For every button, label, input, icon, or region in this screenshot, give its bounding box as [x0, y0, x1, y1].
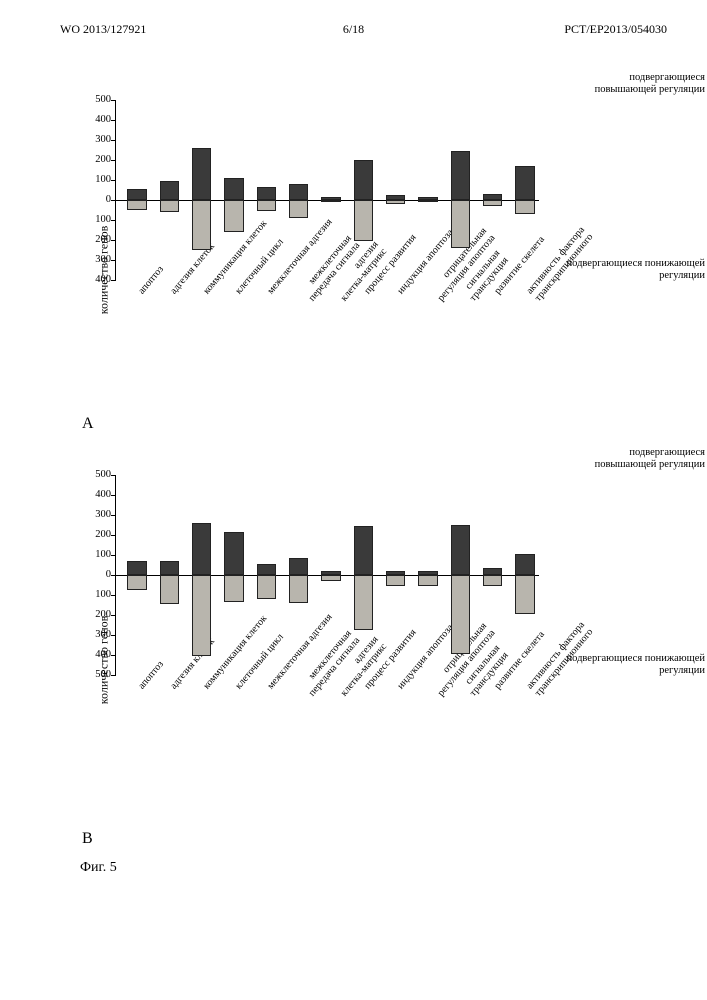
ytick-mark: [111, 120, 116, 121]
page-number: 6/18: [343, 22, 364, 37]
ytick-mark: [111, 475, 116, 476]
ytick-mark: [111, 635, 116, 636]
bar-up: [192, 148, 211, 200]
bar-up: [451, 525, 470, 575]
bar-down: [483, 575, 502, 586]
bar-up: [224, 178, 243, 200]
bar-down: [451, 575, 470, 654]
ytick-mark: [111, 495, 116, 496]
bar-up: [160, 561, 179, 575]
ytick: 100: [81, 215, 111, 226]
bar-down: [257, 200, 276, 211]
bar-up: [515, 166, 534, 200]
bar-down: [321, 575, 340, 581]
ytick-mark: [111, 280, 116, 281]
bar-up: [354, 160, 373, 200]
ytick-mark: [111, 160, 116, 161]
chart-area: 0100200300400500100200300400500апоптозад…: [115, 475, 535, 675]
ytick-mark: [111, 615, 116, 616]
bar-down: [386, 575, 405, 586]
bar-up: [289, 558, 308, 575]
ytick-mark: [111, 240, 116, 241]
bar-down: [418, 200, 437, 202]
ytick-mark: [111, 595, 116, 596]
ytick: 100: [81, 550, 111, 561]
x-category-label: апоптоз: [137, 265, 166, 297]
y-axis-label: количество генов: [97, 226, 112, 314]
bar-up: [224, 532, 243, 575]
ytick: 200: [81, 530, 111, 541]
bar-down: [257, 575, 276, 599]
ytick-mark: [111, 200, 116, 201]
bar-down: [127, 200, 146, 210]
ytick-mark: [111, 220, 116, 221]
figure-label: Фиг. 5: [80, 860, 117, 876]
ytick-mark: [111, 260, 116, 261]
y-axis-label: количество генов: [97, 616, 112, 704]
bar-up: [127, 561, 146, 575]
bar-down: [224, 200, 243, 232]
ytick-mark: [111, 535, 116, 536]
bar-up: [257, 187, 276, 200]
chart-panel-b: 0100200300400500100200300400500апоптозад…: [115, 475, 585, 845]
bar-up: [192, 523, 211, 575]
bar-up: [354, 526, 373, 575]
bar-down: [354, 575, 373, 630]
panel-letter-b: B: [82, 830, 93, 848]
ytick: 100: [81, 590, 111, 601]
ytick-mark: [111, 655, 116, 656]
ytick-mark: [111, 180, 116, 181]
ytick-mark: [111, 140, 116, 141]
legend-upregulated: подвергающиеся повышающей регуляции: [565, 447, 705, 471]
bar-up: [289, 184, 308, 200]
bar-down: [321, 200, 340, 202]
bar-up: [127, 189, 146, 200]
ytick: 300: [81, 135, 111, 146]
bar-down: [127, 575, 146, 590]
bar-up: [160, 181, 179, 200]
ytick: 400: [81, 115, 111, 126]
bar-up: [257, 564, 276, 575]
ytick-mark: [111, 100, 116, 101]
ytick: 400: [81, 490, 111, 501]
legend-downregulated: подвергающиеся понижающей регуляции: [565, 258, 705, 282]
bar-down: [386, 200, 405, 204]
ytick: 300: [81, 510, 111, 521]
bar-down: [224, 575, 243, 602]
ytick: 500: [81, 470, 111, 481]
bar-down: [515, 575, 534, 614]
ytick-mark: [111, 555, 116, 556]
ytick: 200: [81, 155, 111, 166]
chart-panel-a: 0100200300400500100200300400апоптозадгез…: [115, 100, 585, 440]
ytick-mark: [111, 515, 116, 516]
bar-up: [483, 568, 502, 575]
panel-letter-a: A: [82, 415, 94, 433]
bar-up: [515, 554, 534, 575]
bar-down: [160, 200, 179, 212]
bar-down: [354, 200, 373, 241]
header-left: WO 2013/127921: [60, 22, 146, 37]
bar-down: [483, 200, 502, 206]
x-category-label: апоптоз: [137, 660, 166, 692]
ytick: 0: [81, 195, 111, 206]
bar-down: [289, 575, 308, 603]
chart-area: 0100200300400500100200300400апоптозадгез…: [115, 100, 535, 280]
bar-down: [451, 200, 470, 248]
bar-down: [192, 575, 211, 656]
ytick: 0: [81, 570, 111, 581]
legend-downregulated: подвергающиеся понижающей регуляции: [565, 653, 705, 677]
bar-down: [160, 575, 179, 604]
ytick: 500: [81, 95, 111, 106]
ytick: 100: [81, 175, 111, 186]
ytick-mark: [111, 675, 116, 676]
bar-up: [451, 151, 470, 200]
bar-down: [515, 200, 534, 214]
bar-down: [192, 200, 211, 250]
header-right: PCT/EP2013/054030: [564, 22, 667, 37]
legend-upregulated: подвергающиеся повышающей регуляции: [565, 72, 705, 96]
ytick-mark: [111, 575, 116, 576]
bar-down: [289, 200, 308, 218]
bar-down: [418, 575, 437, 586]
